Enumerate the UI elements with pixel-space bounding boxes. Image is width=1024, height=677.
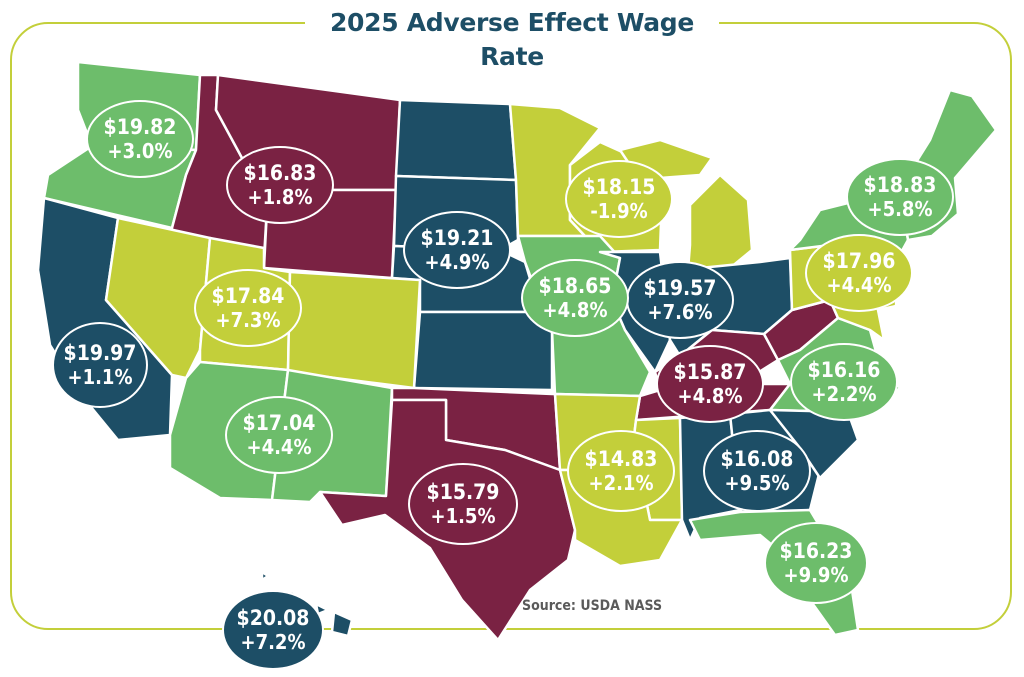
wage-value: $19.82 xyxy=(103,115,177,140)
wage-badge-lake: $18.15 -1.9% xyxy=(565,160,673,238)
wage-value: $15.87 xyxy=(673,360,747,385)
wage-change: -1.9% xyxy=(590,198,648,223)
wage-value: $17.04 xyxy=(242,411,316,436)
wage-value: $18.65 xyxy=(538,274,612,299)
wage-badge-cornbelt-ii: $18.65 +4.8% xyxy=(521,259,629,337)
wage-change: +2.2% xyxy=(811,381,877,406)
wage-value: $19.57 xyxy=(643,276,717,301)
source-note: Source: USDA NASS xyxy=(522,598,663,614)
wage-badge-northeast-i: $18.83 +5.8% xyxy=(846,158,954,236)
wage-value: $17.96 xyxy=(822,249,896,274)
wage-badge-northeast-ii: $17.96 +4.4% xyxy=(805,234,913,312)
wage-value: $16.16 xyxy=(807,358,881,383)
wage-change: +2.1% xyxy=(588,470,654,495)
wage-badge-mountain-ii: $17.04 +4.4% xyxy=(225,396,333,474)
wage-value: $16.83 xyxy=(243,161,317,186)
wage-change: +7.6% xyxy=(647,299,713,324)
wage-change: +1.1% xyxy=(67,364,133,389)
wage-change: +4.4% xyxy=(246,434,312,459)
wage-change: +9.9% xyxy=(783,562,849,587)
wage-badge-hawaii: $20.08 +7.2% xyxy=(222,590,324,670)
wage-badge-southeast: $16.08 +9.5% xyxy=(703,430,811,512)
wage-value: $18.83 xyxy=(863,173,937,198)
wage-badge-southern-plains: $15.79 +1.5% xyxy=(408,463,518,545)
state-north-dakota xyxy=(394,98,518,182)
state-kansas xyxy=(412,310,554,392)
wage-badge-appalachian-i: $16.16 +2.2% xyxy=(790,343,898,421)
wage-value: $20.08 xyxy=(236,606,310,631)
map-title: 2025 Adverse Effect Wage Rate xyxy=(305,6,719,71)
wage-badge-cornbelt-i: $19.57 +7.6% xyxy=(626,261,734,339)
wage-change: +1.5% xyxy=(430,503,496,528)
state-michigan-lower xyxy=(686,173,754,272)
wage-change: +4.8% xyxy=(677,383,743,408)
wage-change: +3.0% xyxy=(107,138,173,163)
wage-badge-northwest: $19.82 +3.0% xyxy=(86,100,194,178)
wage-value: $19.97 xyxy=(63,341,137,366)
wage-value: $18.15 xyxy=(582,175,656,200)
wage-badge-california: $19.97 +1.1% xyxy=(52,322,148,408)
wage-change: +7.3% xyxy=(215,307,281,332)
state-colorado xyxy=(286,270,422,390)
wage-change: +5.8% xyxy=(867,196,933,221)
wage-badge-delta: $14.83 +2.1% xyxy=(567,430,675,512)
wage-change: +1.8% xyxy=(247,184,313,209)
wage-value: $15.79 xyxy=(426,480,500,505)
wage-badge-mountain-iii: $17.84 +7.3% xyxy=(194,269,302,347)
wage-change: +7.2% xyxy=(240,629,306,654)
wage-value: $17.84 xyxy=(211,284,285,309)
wage-value: $16.08 xyxy=(720,447,794,472)
wage-change: +4.8% xyxy=(542,297,608,322)
wage-badge-florida: $16.23 +9.9% xyxy=(764,522,868,604)
wage-change: +9.5% xyxy=(724,470,790,495)
wage-badge-mountain-i: $16.83 +1.8% xyxy=(226,146,334,224)
wage-value: $19.21 xyxy=(420,226,494,251)
wage-badge-northern-plains: $19.21 +4.9% xyxy=(403,211,511,289)
wage-change: +4.4% xyxy=(826,272,892,297)
wage-value: $14.83 xyxy=(584,447,658,472)
wage-value: $16.23 xyxy=(779,539,853,564)
wage-change: +4.9% xyxy=(424,249,490,274)
wage-badge-appalachian-ii: $15.87 +4.8% xyxy=(656,345,764,423)
